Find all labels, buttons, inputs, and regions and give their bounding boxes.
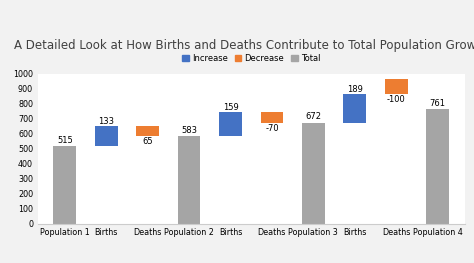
Text: 159: 159: [223, 103, 238, 112]
Bar: [385, 79, 408, 94]
Bar: [343, 94, 366, 123]
Text: 189: 189: [347, 85, 363, 94]
Text: 672: 672: [305, 112, 321, 121]
Text: -100: -100: [387, 95, 406, 104]
Text: 583: 583: [181, 126, 197, 135]
Text: -70: -70: [265, 124, 279, 133]
Text: 761: 761: [429, 99, 446, 108]
Bar: [426, 109, 449, 224]
Text: 515: 515: [57, 136, 73, 145]
Bar: [302, 123, 325, 224]
Bar: [95, 127, 118, 146]
Legend: Increase, Decrease, Total: Increase, Decrease, Total: [179, 51, 324, 67]
Bar: [137, 127, 159, 136]
Text: 65: 65: [142, 137, 153, 146]
Bar: [54, 146, 76, 224]
Bar: [219, 112, 242, 136]
Text: 133: 133: [98, 117, 114, 126]
Bar: [261, 112, 283, 123]
Bar: [178, 136, 201, 224]
Title: A Detailed Look at How Births and Deaths Contribute to Total Population Growth: A Detailed Look at How Births and Deaths…: [14, 39, 474, 52]
